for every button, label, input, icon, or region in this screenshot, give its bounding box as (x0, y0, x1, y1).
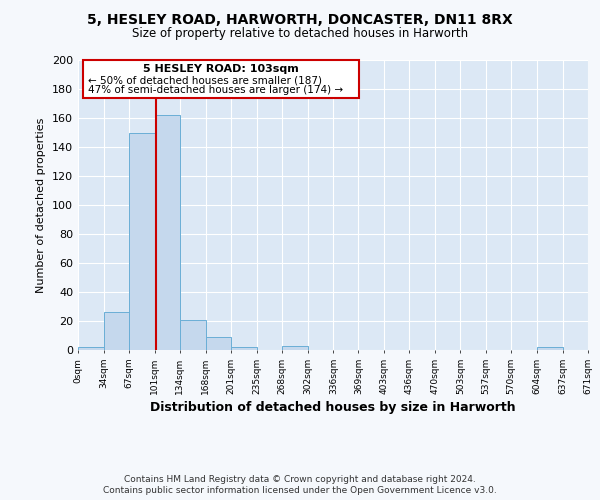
Text: ← 50% of detached houses are smaller (187): ← 50% of detached houses are smaller (18… (88, 76, 322, 86)
Bar (180, 320, 206, 350)
X-axis label: Distribution of detached houses by size in Harworth: Distribution of detached houses by size … (150, 401, 516, 414)
Text: 5 HESLEY ROAD: 103sqm: 5 HESLEY ROAD: 103sqm (143, 64, 299, 74)
Text: 47% of semi-detached houses are larger (174) →: 47% of semi-detached houses are larger (… (88, 84, 343, 94)
Text: Contains HM Land Registry data © Crown copyright and database right 2024.: Contains HM Land Registry data © Crown c… (124, 475, 476, 484)
Bar (129, 132, 155, 350)
Y-axis label: Number of detached properties: Number of detached properties (37, 118, 46, 292)
FancyBboxPatch shape (83, 60, 359, 98)
Bar (78, 347, 104, 350)
Text: Contains public sector information licensed under the Open Government Licence v3: Contains public sector information licen… (103, 486, 497, 495)
Bar (206, 337, 231, 350)
Text: Size of property relative to detached houses in Harworth: Size of property relative to detached ho… (132, 28, 468, 40)
Bar (155, 115, 180, 350)
Bar (104, 312, 129, 350)
Text: 5, HESLEY ROAD, HARWORTH, DONCASTER, DN11 8RX: 5, HESLEY ROAD, HARWORTH, DONCASTER, DN1… (87, 12, 513, 26)
Bar (231, 347, 257, 350)
Bar (281, 346, 308, 350)
Bar (537, 347, 563, 350)
